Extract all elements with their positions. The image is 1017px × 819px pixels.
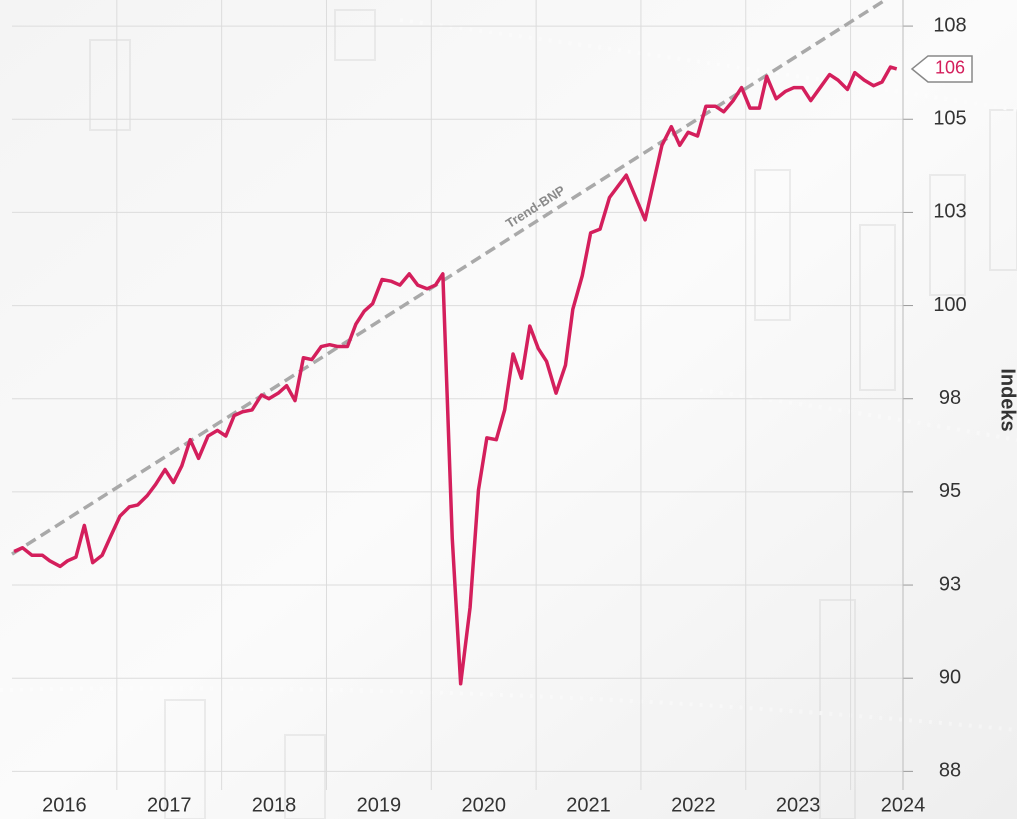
y-tick-label: 88 xyxy=(939,760,961,782)
last-value-box xyxy=(910,55,973,83)
line xyxy=(13,65,898,686)
y-tick-label: 90 xyxy=(939,666,961,688)
background-decoration xyxy=(0,9,1017,819)
x-tick-label: 2024 xyxy=(881,794,926,816)
x-tick-label: 2018 xyxy=(252,794,297,816)
last-value-tag: 106 xyxy=(910,55,973,83)
x-tick-label: 2019 xyxy=(357,794,402,816)
x-tick-label: 2022 xyxy=(671,794,716,816)
y-tick-label: 95 xyxy=(939,480,961,502)
x-tick-label: 2020 xyxy=(461,794,506,816)
x-tick-label: 2016 xyxy=(42,794,87,816)
x-tick-label: 2017 xyxy=(147,794,192,816)
y-tick-label: 93 xyxy=(939,573,961,595)
last-value-label: 106 xyxy=(935,58,965,78)
y-tick-label: 98 xyxy=(939,387,961,409)
y-tick-label: 100 xyxy=(933,294,966,316)
y-tick-label: 103 xyxy=(933,201,966,223)
x-tick-label: 2023 xyxy=(776,794,821,816)
y-tick-label: 108 xyxy=(933,14,966,36)
y-tick-label: 105 xyxy=(933,108,966,130)
axis-label: Indeks xyxy=(997,368,1017,431)
trend-line xyxy=(11,0,887,556)
grid: 88 90 93 95 98 100 103 105 108 2016 2017 2018 2019 20… xyxy=(12,0,967,816)
x-tick-label: 2021 xyxy=(566,794,611,816)
